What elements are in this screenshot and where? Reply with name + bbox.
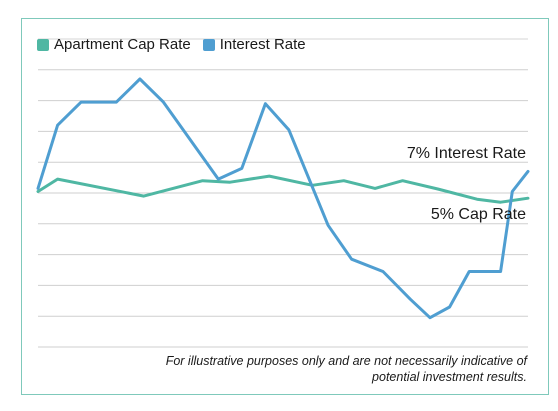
legend-item-interest-rate: Interest Rate — [202, 36, 306, 53]
legend-item-cap-rate: Apartment Cap Rate — [37, 36, 191, 53]
legend-label-cap-rate: Apartment Cap Rate — [54, 36, 191, 53]
cap-rate-annotation: 5% Cap Rate — [431, 206, 526, 223]
series-lines — [36, 77, 530, 320]
legend-swatch-interest-rate — [202, 38, 215, 51]
interest-rate-annotation: 7% Interest Rate — [407, 145, 526, 162]
legend-label-interest-rate: Interest Rate — [219, 36, 306, 53]
footnote-line-1: For illustrative purposes only and are n… — [165, 354, 527, 368]
footnote: For illustrative purposes only and are n… — [166, 353, 527, 385]
series-line-apartment-cap-rate — [36, 174, 530, 204]
series-line-interest-rate — [36, 77, 530, 320]
chart-frame — [21, 18, 549, 395]
legend-swatch-cap-rate — [37, 38, 49, 51]
footnote-line-2: potential investment results. — [372, 370, 527, 384]
legend: Apartment Cap Rate Interest Rate — [37, 36, 318, 53]
gridlines — [38, 38, 528, 348]
